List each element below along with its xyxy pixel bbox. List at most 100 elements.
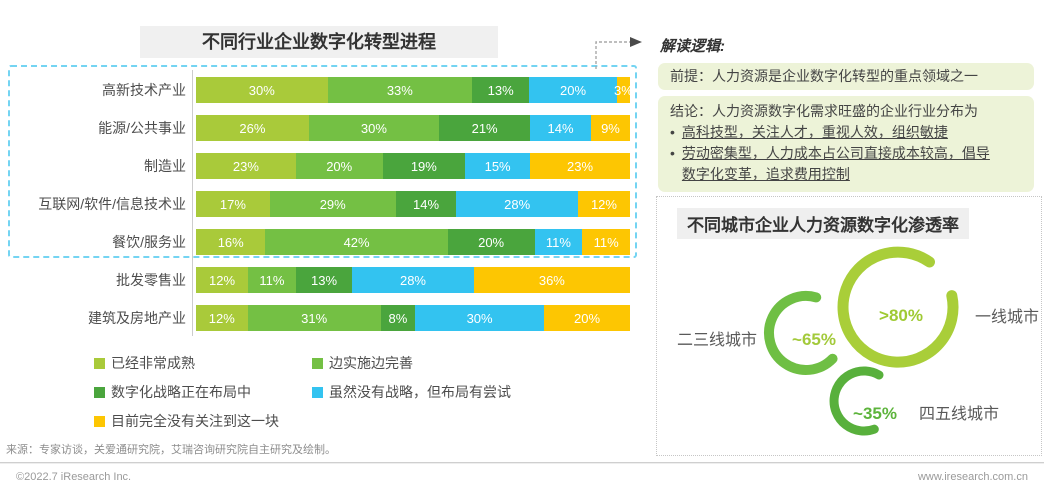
bar-segment: 30% (308, 115, 440, 141)
industry-row: 制造业 23% 20% 19% 15% 23% (0, 147, 632, 185)
y-axis-line (192, 70, 193, 336)
industry-label: 互联网/软件/信息技术业 (38, 196, 186, 212)
bar-segment: 15% (465, 153, 531, 179)
bar-segment: 9% (590, 115, 631, 141)
stacked-bar: 26% 30% 21% 14% 9% (196, 115, 631, 141)
source-note: 来源：专家访谈，关爱通研究院，艾瑞咨询研究院自主研究及绘制。 (6, 444, 336, 456)
stacked-bar: 12% 31% 8% 30% 20% (196, 305, 630, 331)
legend-swatch (94, 357, 105, 369)
industry-chart-title: 不同行业企业数字化转型进程 (140, 26, 498, 58)
industry-label: 建筑及房地产业 (88, 310, 186, 326)
interpretation-heading: 解读逻辑: (660, 38, 725, 55)
industry-label: 批发零售业 (116, 272, 186, 288)
bar-segment: 36% (473, 267, 630, 293)
legend-swatch (312, 386, 323, 398)
bar-segment: 20% (295, 153, 383, 179)
bar-segment: 16% (196, 229, 266, 255)
bullet-dot-icon: • (670, 145, 675, 161)
legend: 已经非常成熟 边实施边完善数字化战略正在布局中 虽然没有战略，但布局有尝试目前完全没… (94, 353, 511, 431)
ring-label-tier1: 一线城市 (975, 308, 1039, 326)
bar-segment: 30% (196, 77, 328, 103)
legend-item: 已经非常成熟 (94, 353, 312, 373)
city-rings-chart: >80% 一线城市 ~65% 二三线城市 ~35% 四五线城市 (677, 246, 1039, 436)
industry-row: 批发零售业 12% 11% 13% 28% 36% (0, 261, 632, 299)
bar-segment: 12% (577, 191, 630, 217)
ring-tier1 (837, 246, 959, 368)
bar-segment: 33% (327, 77, 473, 103)
connector-dashed-line (595, 41, 630, 69)
industry-row: 建筑及房地产业 12% 31% 8% 30% 20% (0, 299, 632, 337)
legend-item: 边实施边完善 (312, 353, 511, 373)
industry-label: 餐饮/服务业 (112, 234, 186, 250)
bar-segment: 12% (196, 305, 248, 331)
industry-label: 高新技术产业 (102, 82, 186, 98)
bullet-text: 劳动密集型，人力成本占公司直接成本较高，倡导数字化变革，追求费用控制 (681, 145, 990, 182)
bar-segment: 23% (530, 153, 630, 179)
legend-item: 数字化战略正在布局中 (94, 382, 312, 402)
legend-label: 目前完全没有关注到这一块 (111, 413, 279, 429)
bar-segment: 20% (544, 305, 630, 331)
legend-label: 虽然没有战略，但布局有尝试 (329, 384, 511, 400)
ring-label-tier45: 四五线城市 (919, 405, 999, 423)
bar-segment: 30% (415, 305, 545, 331)
bar-segment: 14% (530, 115, 591, 141)
footer-website: www.iresearch.com.cn (917, 471, 1028, 483)
legend-item: 目前完全没有关注到这一块 (94, 411, 312, 431)
bar-segment: 29% (269, 191, 396, 217)
bar-segment: 31% (247, 305, 381, 331)
stacked-bar: 12% 11% 13% 28% 36% (196, 267, 630, 293)
bar-segment: 26% (196, 115, 309, 141)
conclusion-bullets: • 高科技型，关注人才，重视人效，组织敏捷 • 劳动密集型，人力成本占公司直接成… (670, 122, 1022, 185)
bar-segment: 20% (447, 229, 535, 255)
bar-segment: 8% (380, 305, 416, 331)
bar-segment: 12% (196, 267, 249, 293)
legend-item: 虽然没有战略，但布局有尝试 (312, 382, 511, 402)
stacked-bar: 30% 33% 13% 20% 3% (196, 77, 633, 103)
bar-segment: 21% (439, 115, 531, 141)
bar-segment: 13% (472, 77, 530, 103)
stacked-bar: 16% 42% 20% 11% 11% (196, 229, 630, 255)
arrow-right-icon (630, 37, 642, 47)
industry-row: 高新技术产业 30% 33% 13% 20% 3% (0, 71, 633, 109)
bar-segment: 11% (582, 229, 630, 255)
bullet-text: 高科技型，关注人才，重视人效，组织敏捷 (681, 124, 948, 140)
footer-divider (0, 462, 1044, 463)
legend-label: 已经非常成熟 (111, 355, 195, 371)
legend-swatch (312, 357, 323, 369)
premise-box: 前提：人力资源是企业数字化转型的重点领域之一 (658, 63, 1034, 90)
conclusion-heading: 结论：人力资源数字化需求旺盛的企业行业分布为 (670, 103, 978, 119)
connector-arrow (595, 37, 642, 69)
industry-row: 能源/公共事业 26% 30% 21% 14% 9% (0, 109, 632, 147)
city-chart-title: 不同城市企业人力资源数字化渗透率 (677, 208, 969, 239)
bullet-dot-icon: • (670, 124, 675, 140)
ring-label-tier23: 二三线城市 (677, 331, 757, 349)
bar-segment: 17% (196, 191, 270, 217)
ring-value-tier1: >80% (879, 306, 923, 325)
bar-segment: 11% (248, 267, 296, 293)
industry-rows: 高新技术产业 30% 33% 13% 20% 3% 能源/公共事业 26% 30% 21% 14% 9… (0, 71, 633, 337)
legend-label: 数字化战略正在布局中 (111, 384, 251, 400)
legend-swatch (94, 415, 105, 427)
conclusion-bullet: • 劳动密集型，人力成本占公司直接成本较高，倡导数字化变革，追求费用控制 (670, 143, 1022, 185)
conclusion-box: 结论：人力资源数字化需求旺盛的企业行业分布为 • 高科技型，关注人才，重视人效，… (658, 96, 1034, 192)
ring-value-tier23: ~65% (792, 330, 836, 349)
industry-label: 能源/公共事业 (98, 120, 186, 136)
bar-segment: 28% (352, 267, 474, 293)
bar-segment: 11% (534, 229, 583, 255)
legend-label: 边实施边完善 (329, 355, 413, 371)
bar-segment: 20% (529, 77, 617, 103)
bar-segment: 28% (456, 191, 578, 217)
legend-swatch (94, 386, 105, 398)
stacked-bar: 17% 29% 14% 28% 12% (196, 191, 630, 217)
industry-row: 餐饮/服务业 16% 42% 20% 11% 11% (0, 223, 632, 261)
ring-tier45 (829, 366, 884, 436)
bar-segment: 14% (395, 191, 457, 217)
footer-copyright: ©2022.7 iResearch Inc. (16, 471, 132, 483)
ring-tier23 (764, 290, 838, 375)
industry-label: 制造业 (144, 158, 186, 174)
city-penetration-panel: 不同城市企业人力资源数字化渗透率 >80% 一线城市 ~65% 二三线城市 ~3… (656, 196, 1042, 456)
bar-segment: 42% (265, 229, 448, 255)
conclusion-bullet: • 高科技型，关注人才，重视人效，组织敏捷 (670, 122, 1022, 143)
bar-segment: 19% (382, 153, 466, 179)
